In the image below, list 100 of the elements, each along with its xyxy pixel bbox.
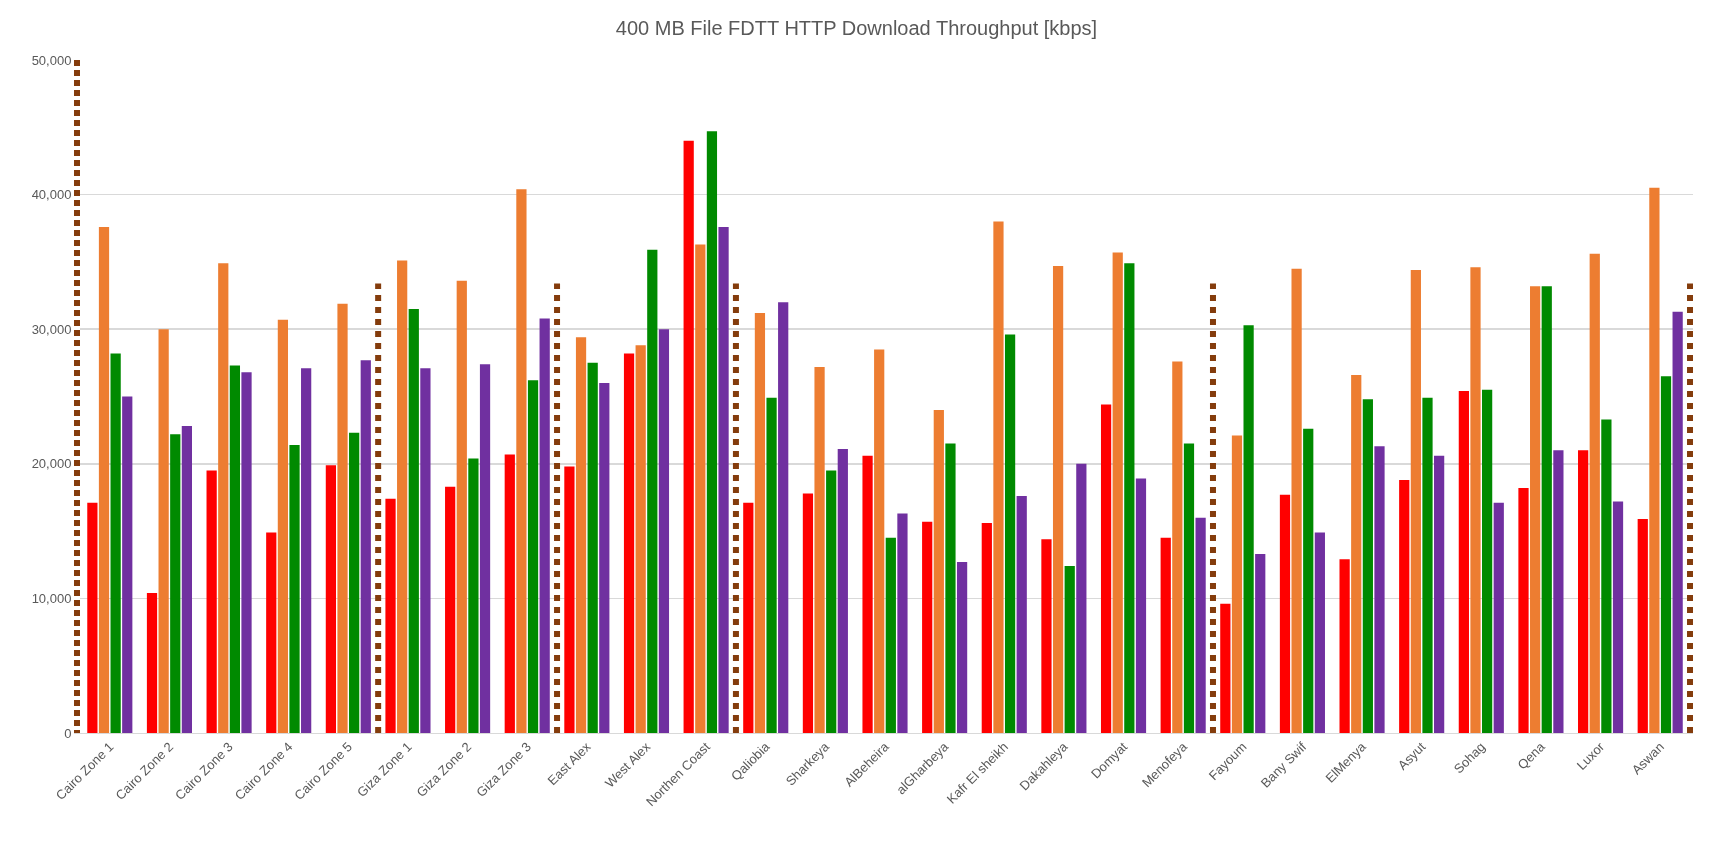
bar — [266, 532, 277, 733]
bar — [1434, 455, 1445, 733]
bar — [1578, 450, 1589, 733]
bar — [397, 260, 408, 733]
y-tick-label: 30,000 — [31, 321, 72, 337]
bar — [778, 302, 789, 733]
bar — [1052, 265, 1064, 733]
bar — [564, 466, 575, 733]
bar — [1255, 553, 1266, 733]
bar — [349, 432, 360, 733]
bar — [623, 353, 635, 733]
bar — [1351, 374, 1362, 733]
bar — [885, 537, 896, 733]
bar — [1303, 428, 1314, 733]
bar — [993, 221, 1004, 733]
bar — [1541, 286, 1552, 733]
bar — [206, 470, 217, 733]
bar — [218, 263, 229, 733]
bar — [1470, 267, 1481, 733]
bar — [933, 409, 944, 733]
bar — [539, 318, 550, 733]
bar — [862, 455, 873, 733]
bar — [1612, 501, 1624, 733]
bar — [1649, 187, 1660, 733]
bar — [289, 444, 300, 733]
bar — [658, 329, 670, 733]
bar — [766, 397, 777, 733]
bar — [1291, 268, 1302, 733]
bar — [479, 364, 491, 733]
bar — [122, 396, 133, 733]
bar — [814, 366, 825, 733]
bar — [826, 470, 837, 733]
bar — [874, 349, 885, 733]
bar — [587, 362, 598, 733]
bar — [527, 380, 539, 733]
bar — [718, 226, 729, 733]
bar — [1231, 435, 1243, 733]
bar — [1660, 376, 1672, 733]
bar — [1314, 532, 1325, 733]
bar — [1482, 389, 1493, 733]
bar — [1243, 325, 1254, 733]
bar — [1601, 419, 1612, 733]
bar — [575, 337, 587, 733]
bar — [1410, 269, 1421, 733]
bar — [408, 309, 419, 733]
bar — [1195, 517, 1206, 733]
bar — [516, 189, 527, 733]
bar — [1553, 450, 1564, 733]
bar — [1064, 566, 1075, 733]
y-tick-label: 50,000 — [31, 52, 72, 68]
bar — [241, 372, 252, 733]
bar — [170, 434, 181, 733]
bar — [981, 523, 992, 733]
bar — [229, 365, 241, 733]
y-tick-label: 40,000 — [31, 187, 72, 203]
bar — [1530, 286, 1541, 733]
bar — [1637, 518, 1648, 733]
bar — [1672, 311, 1683, 733]
y-tick-label: 0 — [64, 725, 72, 741]
bar — [146, 593, 158, 733]
bar — [1160, 537, 1171, 733]
bar — [1004, 334, 1016, 733]
bar — [456, 280, 467, 733]
bar — [922, 521, 933, 733]
chart-title: 400 MB File FDTT HTTP Download Throughput [kbps] — [615, 17, 1098, 40]
bar — [1589, 253, 1600, 733]
bar — [420, 368, 431, 733]
bar — [1493, 502, 1504, 733]
bar — [743, 502, 754, 733]
bar — [683, 140, 694, 733]
bar — [87, 502, 98, 733]
bar — [1374, 446, 1385, 733]
bar — [1362, 399, 1373, 733]
bar — [1041, 539, 1052, 733]
bar — [1399, 479, 1410, 733]
bar — [635, 345, 646, 733]
bar — [360, 360, 371, 733]
bar — [445, 486, 456, 733]
bar — [1518, 488, 1529, 733]
bar — [1100, 404, 1112, 733]
bar — [504, 454, 515, 733]
bar — [1279, 494, 1291, 733]
bar — [277, 319, 289, 733]
bar — [1422, 397, 1433, 733]
bar — [98, 226, 110, 733]
bar — [897, 513, 908, 733]
bar — [754, 313, 766, 733]
bar — [385, 498, 396, 733]
bar — [301, 368, 312, 733]
bar — [695, 244, 706, 733]
bar — [1112, 252, 1123, 733]
bar — [1339, 559, 1350, 733]
bar — [1076, 463, 1087, 733]
bar — [1220, 603, 1231, 733]
bar — [945, 443, 956, 733]
bar — [647, 249, 658, 733]
bar — [1124, 263, 1135, 733]
y-tick-label: 20,000 — [31, 456, 72, 472]
bar — [158, 329, 169, 733]
y-tick-label: 10,000 — [31, 590, 72, 606]
